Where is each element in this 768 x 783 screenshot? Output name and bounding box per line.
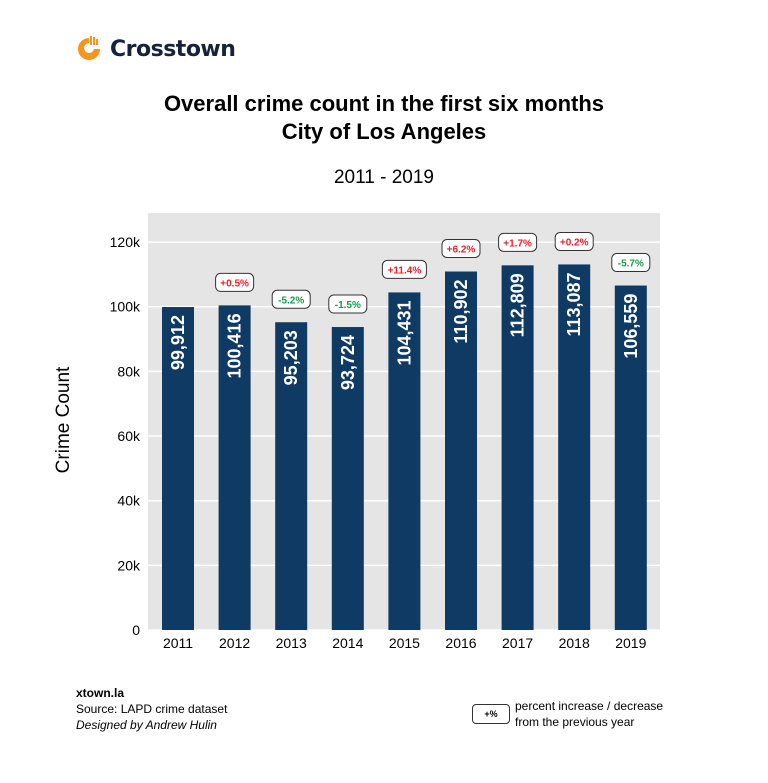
x-tick-label: 2012 <box>219 635 250 651</box>
bar-value-label: 104,431 <box>394 300 414 365</box>
x-tick-label: 2017 <box>502 635 533 651</box>
change-label: +11.4% <box>388 265 422 276</box>
footer-source: Source: LAPD crime dataset <box>76 702 228 716</box>
bar <box>501 265 534 630</box>
change-label: -1.5% <box>335 300 361 311</box>
x-tick-label: 2014 <box>332 635 363 651</box>
crosstown-logo: Crosstown <box>74 34 236 64</box>
change-label: +0.5% <box>220 278 249 289</box>
chart-subtitle: 2011 - 2019 <box>333 167 434 188</box>
x-tick-label: 2015 <box>389 635 420 651</box>
change-badge <box>498 232 538 252</box>
bar-value-label: 110,902 <box>451 280 471 344</box>
change-badge <box>215 272 255 292</box>
y-tick-label: 40k <box>117 493 141 509</box>
footer-credit: Designed by Andrew Hulin <box>76 718 217 732</box>
bar <box>388 292 421 630</box>
legend-key-box: +% <box>472 704 510 724</box>
bar-value-label: 93,724 <box>338 335 358 390</box>
title-line-2: City of Los Angeles <box>281 119 487 144</box>
y-tick-label: 120k <box>110 234 141 250</box>
change-label: -5.7% <box>618 259 644 270</box>
bar-value-label: 106,559 <box>621 294 641 359</box>
change-badge <box>441 239 481 259</box>
change-label: +6.2% <box>447 245 476 256</box>
bar-value-label: 95,203 <box>281 330 301 385</box>
footer-site: xtown.la <box>76 686 125 700</box>
change-badge <box>554 231 594 251</box>
chart-title: Overall crime count in the first six mon… <box>0 90 768 146</box>
legend-text-line-2: from the previous year <box>515 715 635 729</box>
x-tick-label: 2013 <box>276 635 307 651</box>
bar <box>331 327 364 630</box>
y-tick-label: 100k <box>110 299 141 315</box>
bar <box>218 305 251 630</box>
bar-value-label: 99,912 <box>168 315 188 370</box>
y-tick-label: 20k <box>117 557 141 573</box>
bar <box>558 264 591 630</box>
x-tick-label: 2011 <box>163 635 193 651</box>
title-line-1: Overall crime count in the first six mon… <box>163 91 605 116</box>
bar <box>445 271 477 630</box>
bar-value-label: 112,809 <box>508 273 528 337</box>
bar <box>275 322 308 630</box>
change-label: +0.2% <box>560 237 589 248</box>
legend-text: percent increase / decrease from the pre… <box>515 698 663 730</box>
change-label: +1.7% <box>503 238 532 249</box>
x-tick-label: 2016 <box>445 635 476 651</box>
y-tick-label: 0 <box>132 622 140 638</box>
bar <box>614 285 647 630</box>
change-label: -5.2% <box>278 295 304 306</box>
bar <box>162 307 194 630</box>
legend-text-line-1: percent increase / decrease <box>515 699 664 713</box>
change-badge <box>611 253 651 273</box>
x-tick-label: 2019 <box>615 635 646 651</box>
x-tick-label: 2018 <box>559 635 590 651</box>
change-badge <box>328 294 368 314</box>
change-badge <box>381 259 427 279</box>
crosstown-logo-icon <box>78 36 100 60</box>
y-tick-label: 80k <box>117 363 141 379</box>
logo-text: Crosstown <box>110 36 236 62</box>
bar-value-label: 113,087 <box>564 272 584 336</box>
y-tick-label: 60k <box>117 428 141 444</box>
change-badge <box>271 289 311 309</box>
bar-value-label: 100,416 <box>225 313 245 378</box>
